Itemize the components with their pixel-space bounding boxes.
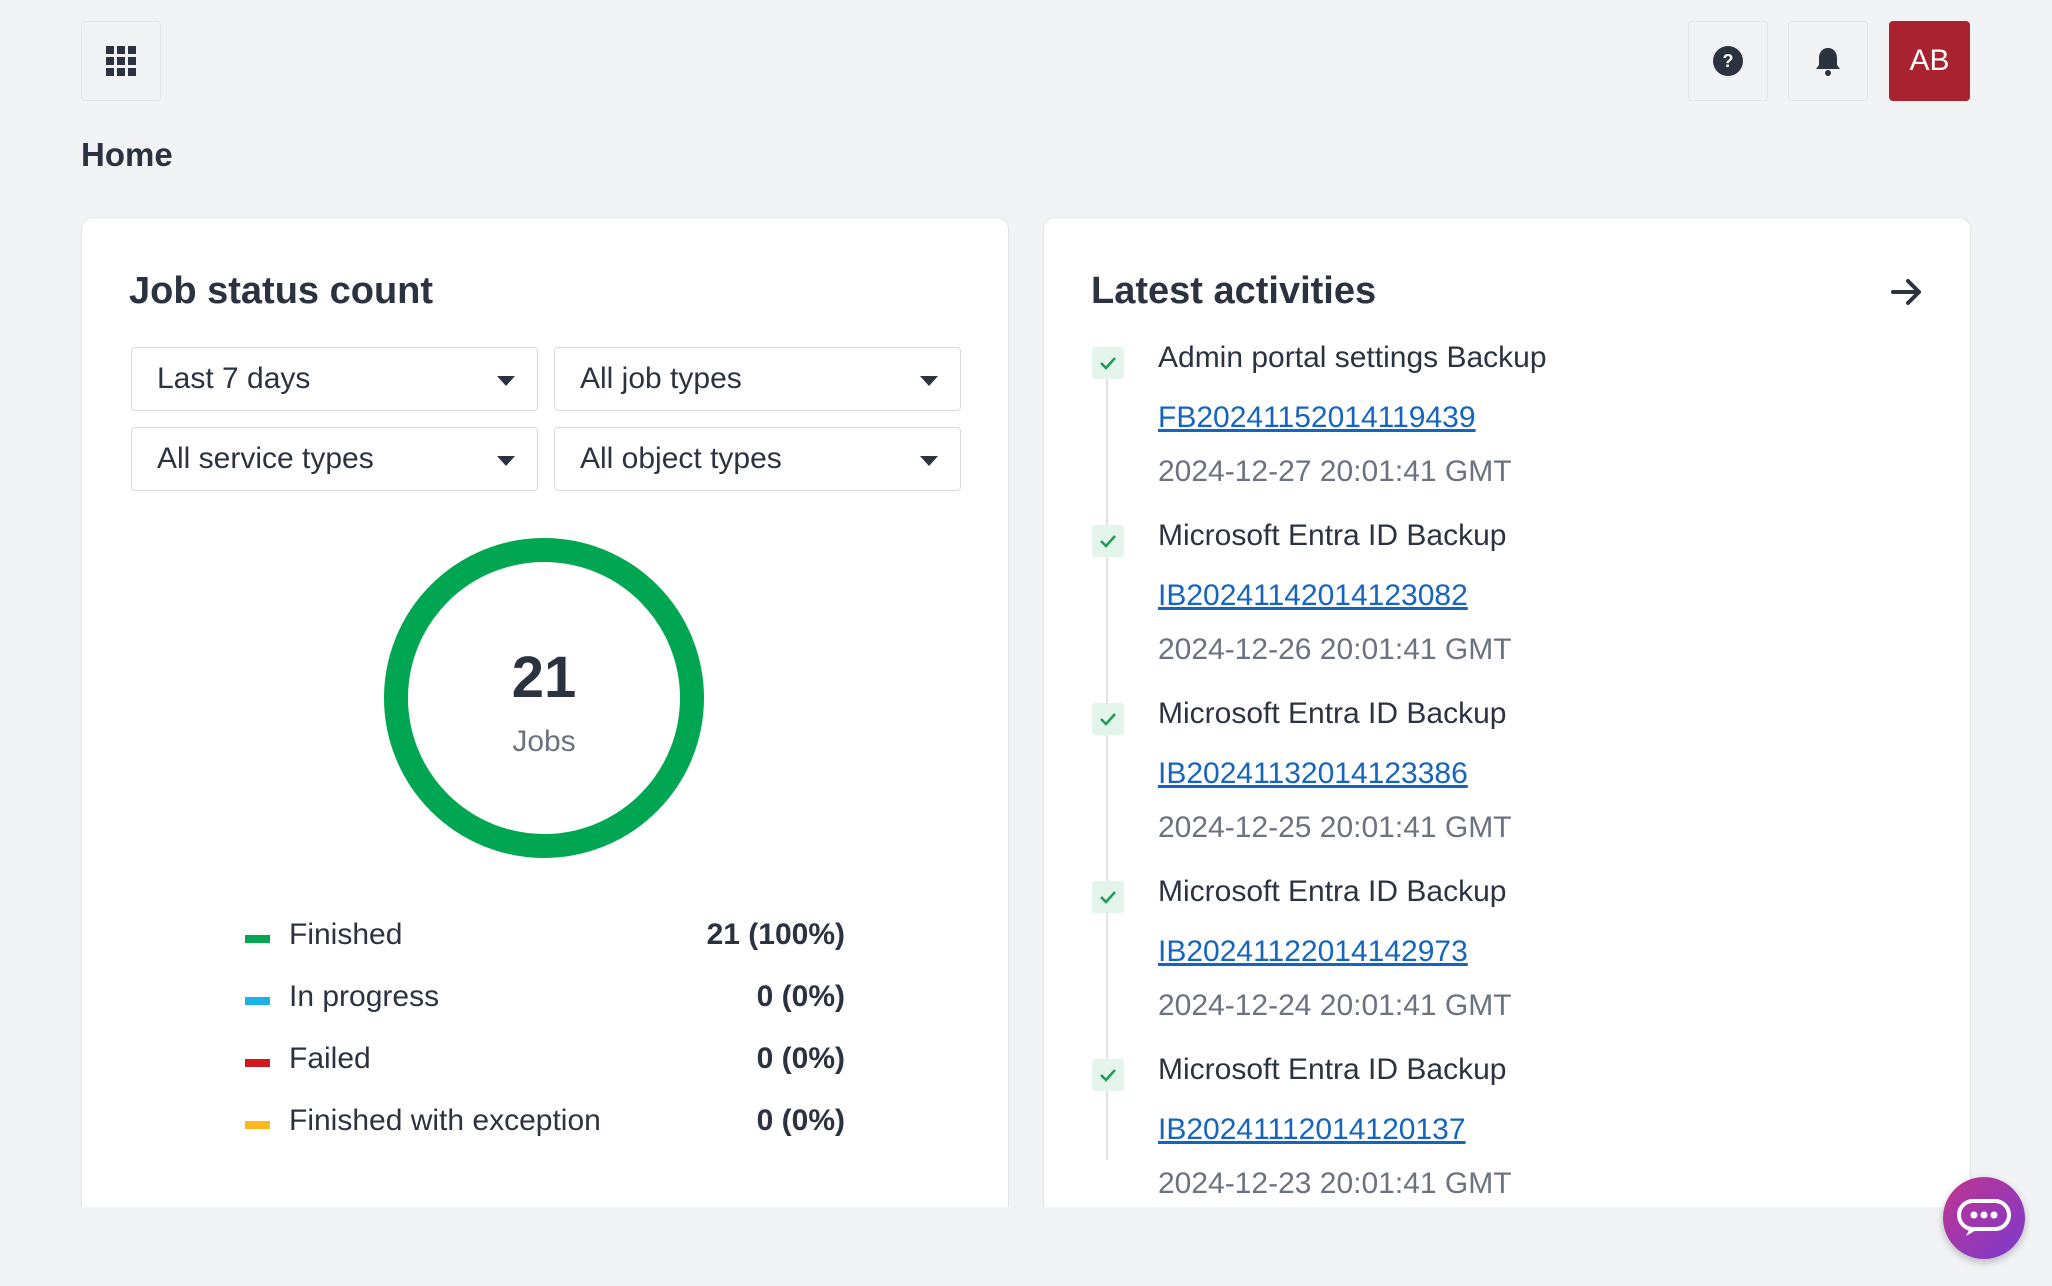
activity-timestamp: 2024-12-26 20:01:41 GMT bbox=[1158, 633, 1512, 666]
period-dropdown-value: Last 7 days bbox=[157, 362, 311, 395]
legend-value: 0 (0%) bbox=[756, 1104, 845, 1137]
activity-timestamp: 2024-12-24 20:01:41 GMT bbox=[1158, 989, 1512, 1022]
activity-timestamp: 2024-12-23 20:01:41 GMT bbox=[1158, 1167, 1512, 1200]
notifications-button[interactable] bbox=[1788, 21, 1868, 101]
legend-swatch bbox=[245, 1121, 270, 1129]
service-types-dropdown-value: All service types bbox=[157, 442, 374, 475]
latest-activities-card: Latest activities Admin portal settings … bbox=[1043, 217, 1971, 1207]
donut-chart bbox=[384, 538, 704, 858]
legend-swatch bbox=[245, 1059, 270, 1067]
chevron-down-icon bbox=[920, 376, 938, 386]
legend-swatch bbox=[245, 997, 270, 1005]
legend-item-finished: Finished 21 (100%) bbox=[245, 918, 845, 958]
activity-job-link[interactable]: IB20241132014123386 bbox=[1158, 757, 1468, 790]
legend-label: In progress bbox=[289, 980, 440, 1013]
object-types-dropdown[interactable]: All object types bbox=[554, 427, 961, 491]
job-types-dropdown-value: All job types bbox=[580, 362, 742, 395]
chat-button[interactable] bbox=[1943, 1177, 2025, 1259]
check-icon bbox=[1092, 525, 1124, 557]
bell-icon bbox=[1816, 48, 1840, 76]
job-types-dropdown[interactable]: All job types bbox=[554, 347, 961, 411]
timeline-line bbox=[1106, 378, 1108, 1160]
activity-title: Microsoft Entra ID Backup bbox=[1158, 1053, 1507, 1086]
arrow-right-icon bbox=[1891, 279, 1921, 305]
legend-label: Failed bbox=[289, 1042, 371, 1075]
chevron-down-icon bbox=[920, 456, 938, 466]
donut-slice-finished bbox=[384, 538, 704, 858]
service-types-dropdown[interactable]: All service types bbox=[131, 427, 538, 491]
activity-timestamp: 2024-12-25 20:01:41 GMT bbox=[1158, 811, 1512, 844]
donut-total: 21 bbox=[511, 645, 577, 710]
grid-icon bbox=[106, 46, 136, 76]
job-status-title: Job status count bbox=[129, 270, 434, 312]
activity-item: Microsoft Entra ID Backup IB202411120141… bbox=[1092, 1053, 1932, 1207]
apps-menu-button[interactable] bbox=[81, 21, 161, 101]
page-title: Home bbox=[81, 136, 173, 173]
object-types-dropdown-value: All object types bbox=[580, 442, 782, 475]
activity-job-link[interactable]: IB20241142014123082 bbox=[1158, 579, 1468, 612]
activity-title: Microsoft Entra ID Backup bbox=[1158, 875, 1507, 908]
activity-item: Admin portal settings Backup FB202411520… bbox=[1092, 341, 1932, 527]
activity-item: Microsoft Entra ID Backup IB202411420141… bbox=[1092, 519, 1932, 705]
activity-timestamp: 2024-12-27 20:01:41 GMT bbox=[1158, 455, 1512, 488]
check-icon bbox=[1092, 1059, 1124, 1091]
legend-label: Finished with exception bbox=[289, 1104, 601, 1137]
job-status-card: Job status count Last 7 days All job typ… bbox=[81, 217, 1009, 1207]
chevron-down-icon bbox=[497, 376, 515, 386]
check-icon bbox=[1092, 881, 1124, 913]
legend-swatch bbox=[245, 935, 270, 943]
activity-job-link[interactable]: IB20241112014120137 bbox=[1158, 1113, 1466, 1146]
help-icon: ? bbox=[1713, 46, 1743, 76]
help-button[interactable]: ? bbox=[1688, 21, 1768, 101]
svg-text:?: ? bbox=[1723, 51, 1734, 71]
chat-icon bbox=[1957, 1199, 2011, 1236]
job-status-donut: 21 Jobs bbox=[384, 538, 704, 858]
legend-value: 0 (0%) bbox=[756, 1042, 845, 1075]
legend-label: Finished bbox=[289, 918, 403, 951]
period-dropdown[interactable]: Last 7 days bbox=[131, 347, 538, 411]
legend-value: 0 (0%) bbox=[756, 980, 845, 1013]
activity-job-link[interactable]: IB20241122014142973 bbox=[1158, 935, 1468, 968]
view-all-activities-button[interactable] bbox=[1887, 272, 1927, 312]
activity-title: Microsoft Entra ID Backup bbox=[1158, 519, 1507, 552]
activity-title: Microsoft Entra ID Backup bbox=[1158, 697, 1507, 730]
activity-job-link[interactable]: FB20241152014119439 bbox=[1158, 401, 1476, 434]
user-avatar[interactable]: AB bbox=[1889, 21, 1970, 101]
activity-item: Microsoft Entra ID Backup IB202411320141… bbox=[1092, 697, 1932, 883]
activity-item: Microsoft Entra ID Backup IB202411220141… bbox=[1092, 875, 1932, 1061]
check-icon bbox=[1092, 703, 1124, 735]
legend-item-finished-with-exception: Finished with exception 0 (0%) bbox=[245, 1104, 845, 1144]
chevron-down-icon bbox=[497, 456, 515, 466]
activity-title: Admin portal settings Backup bbox=[1158, 341, 1547, 374]
check-icon bbox=[1092, 347, 1124, 379]
legend-item-failed: Failed 0 (0%) bbox=[245, 1042, 845, 1082]
latest-activities-title: Latest activities bbox=[1091, 270, 1377, 312]
legend-value: 21 (100%) bbox=[706, 918, 845, 951]
legend-item-in-progress: In progress 0 (0%) bbox=[245, 980, 845, 1020]
donut-total-label: Jobs bbox=[512, 725, 576, 758]
